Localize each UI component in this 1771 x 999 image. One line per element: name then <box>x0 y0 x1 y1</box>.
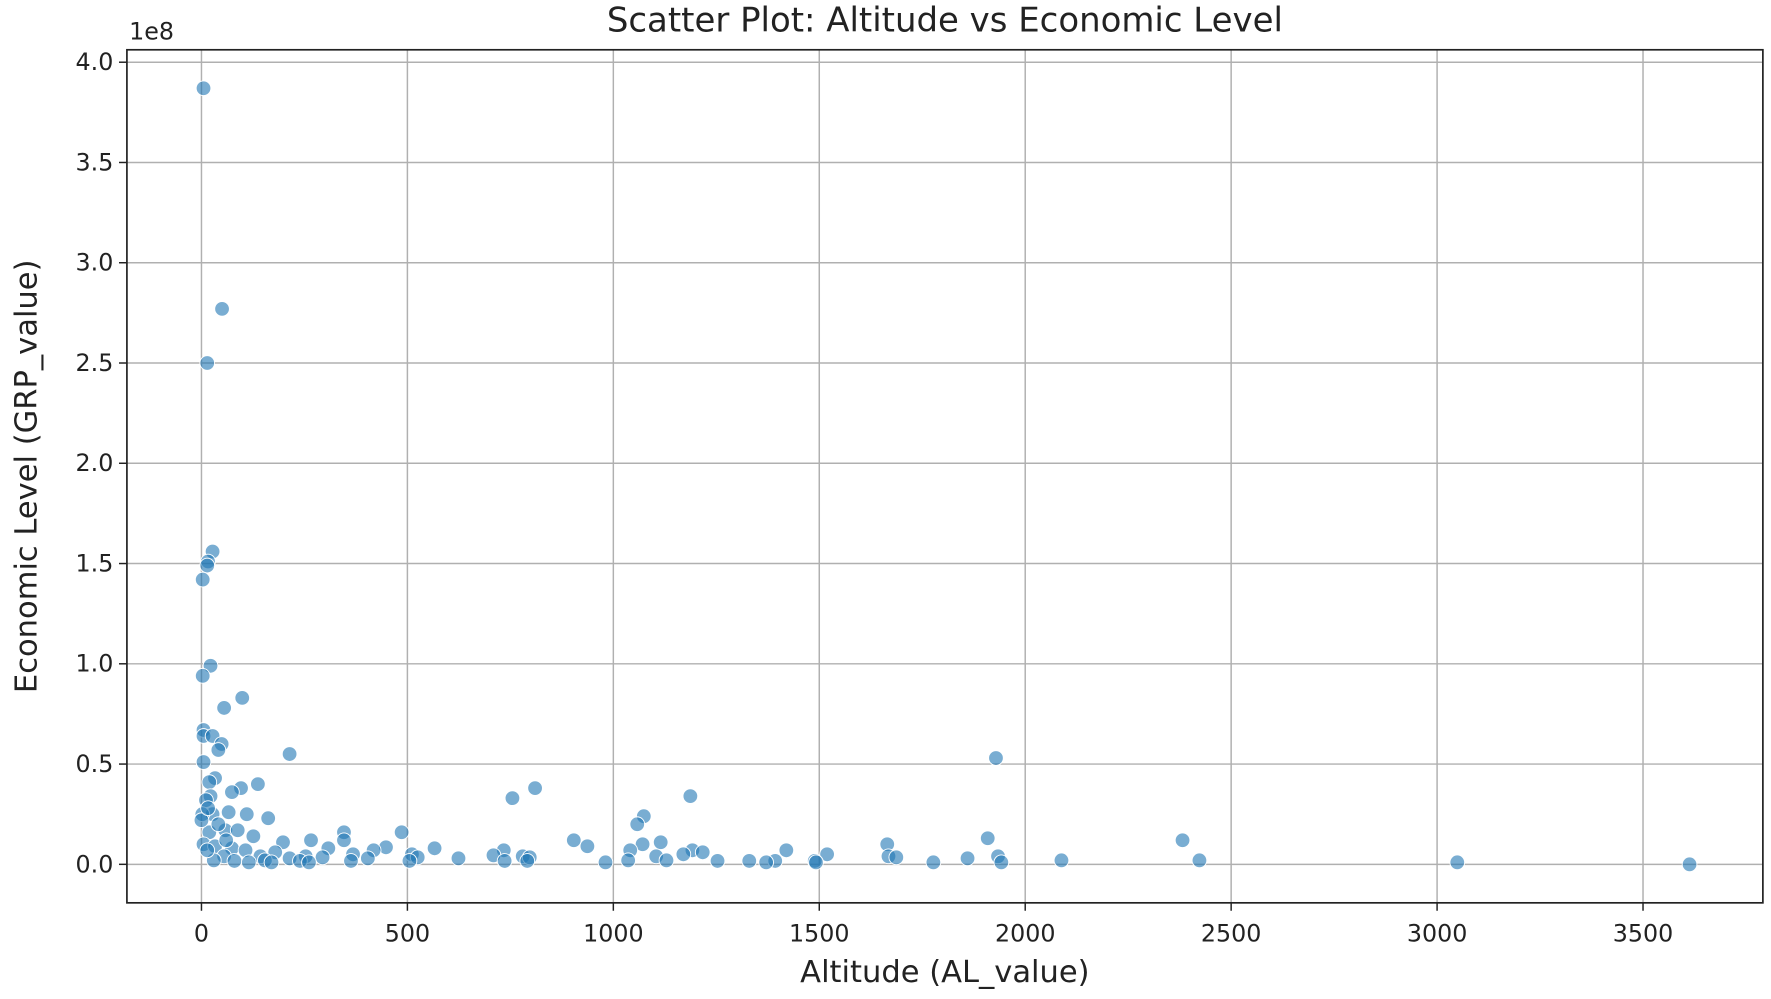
point <box>1449 854 1466 871</box>
y-axis-label: Economic Level (GRP_value) <box>9 260 44 694</box>
y-tick-label: 2.0 <box>76 449 114 477</box>
point <box>216 700 232 716</box>
x-axis-label: Altitude (AL_value) <box>800 955 1089 990</box>
point <box>758 854 774 871</box>
x-tick-label: 3000 <box>1407 919 1467 947</box>
point <box>988 750 1004 766</box>
point <box>301 854 317 871</box>
point <box>194 668 211 684</box>
point <box>218 832 234 849</box>
y-offset-label: 1e8 <box>129 18 174 46</box>
x-tick-label: 2000 <box>995 919 1055 947</box>
y-tick-label: 0.0 <box>76 850 114 878</box>
point <box>220 804 237 821</box>
point <box>343 853 359 869</box>
point <box>401 853 418 869</box>
point <box>694 844 711 861</box>
ticks: 0 500 1000 1500 2000 2500 3000 3500 0.0 0.5 1.0 1.5… <box>76 48 1674 947</box>
point <box>214 301 230 317</box>
point <box>226 853 243 869</box>
point <box>199 355 216 371</box>
point <box>245 828 262 845</box>
point <box>426 840 443 857</box>
point <box>241 854 257 871</box>
y-tick-label: 3.5 <box>76 148 114 176</box>
point <box>496 853 513 869</box>
x-tick-label: 500 <box>385 919 430 947</box>
point <box>993 854 1010 871</box>
point <box>652 834 669 851</box>
point <box>194 571 211 588</box>
point <box>519 853 536 869</box>
point <box>260 810 276 827</box>
point <box>238 806 255 823</box>
point <box>224 784 240 800</box>
point <box>527 780 543 796</box>
points <box>193 80 1698 873</box>
point <box>959 850 976 867</box>
point <box>200 800 216 816</box>
x-tick-label: 1000 <box>583 919 643 947</box>
point <box>199 557 216 574</box>
point <box>597 854 614 871</box>
point <box>393 824 410 841</box>
y-tick-label: 1.0 <box>76 650 114 678</box>
point <box>1191 852 1208 869</box>
point <box>979 830 996 847</box>
y-tick-label: 1.5 <box>76 549 114 577</box>
point <box>193 812 210 829</box>
point <box>210 742 227 758</box>
y-tick-label: 2.5 <box>76 349 114 377</box>
point <box>1681 856 1698 873</box>
x-tick-label: 3500 <box>1613 919 1673 947</box>
point <box>314 849 331 866</box>
plot-frame <box>126 48 1764 904</box>
point <box>450 850 467 867</box>
chart-title: Scatter Plot: Altitude vs Economic Level <box>607 1 1283 41</box>
x-tick-label: 1500 <box>789 919 849 947</box>
point <box>808 854 824 871</box>
point <box>565 832 582 849</box>
point <box>336 832 352 849</box>
point <box>199 842 216 859</box>
point <box>281 746 298 762</box>
x-tick-label: 0 <box>194 919 209 947</box>
point <box>675 846 692 863</box>
point <box>234 690 251 706</box>
point <box>778 842 795 859</box>
point <box>263 854 280 871</box>
point <box>210 816 227 833</box>
point <box>620 852 636 869</box>
y-tick-label: 3.0 <box>76 249 114 277</box>
point <box>360 850 376 867</box>
point <box>250 776 266 792</box>
point <box>1174 832 1191 849</box>
point <box>303 832 319 849</box>
grid <box>126 49 1763 903</box>
point <box>629 816 646 833</box>
point <box>195 754 212 770</box>
point <box>579 838 596 855</box>
point <box>682 788 699 804</box>
point <box>658 852 675 869</box>
point <box>634 836 651 853</box>
y-tick-label: 4.0 <box>76 48 114 76</box>
x-tick-label: 2500 <box>1201 919 1261 947</box>
point <box>1053 852 1070 869</box>
point <box>888 849 905 866</box>
point <box>195 80 212 97</box>
point <box>201 774 218 790</box>
y-tick-label: 0.5 <box>76 750 114 778</box>
point <box>504 790 521 806</box>
point <box>709 853 726 869</box>
point <box>925 854 942 871</box>
point <box>229 822 246 839</box>
point <box>819 846 835 863</box>
point <box>741 853 758 869</box>
